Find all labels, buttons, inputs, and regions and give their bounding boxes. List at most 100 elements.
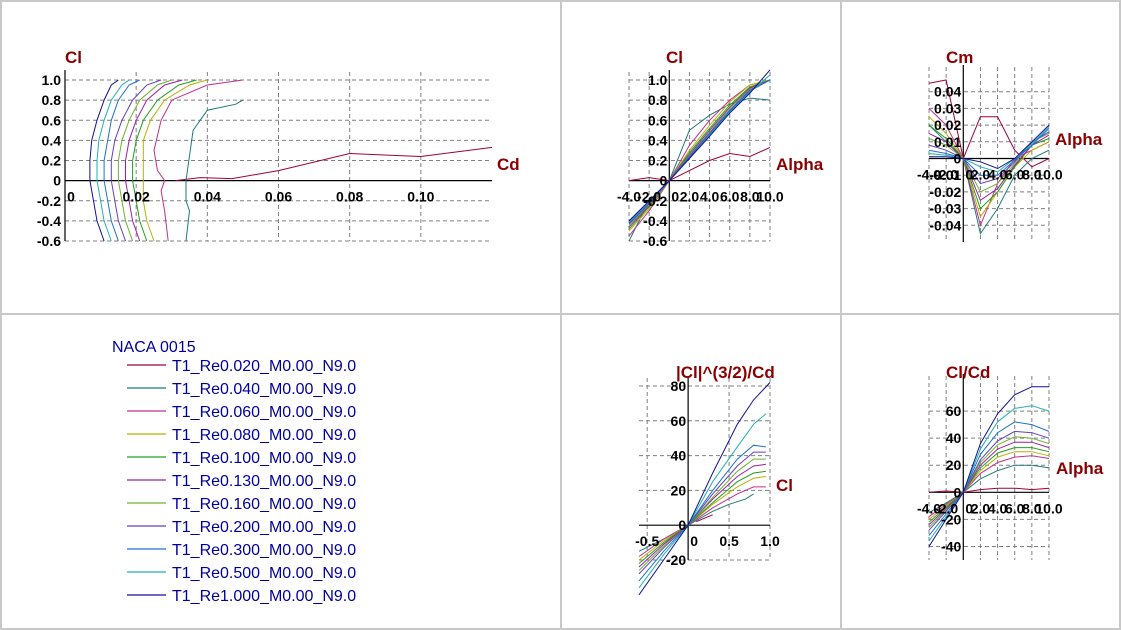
x-tick-label: -2.0 bbox=[934, 500, 958, 516]
y-tick-label: 20 bbox=[946, 457, 962, 473]
y-tick-label: -0.02 bbox=[929, 184, 961, 200]
x-axis-title: Alpha bbox=[1055, 130, 1103, 149]
y-tick-label: -0.04 bbox=[929, 217, 961, 233]
y-tick-label: -20 bbox=[941, 511, 961, 527]
series-line bbox=[929, 124, 1050, 170]
chart-polar: 1.0 0.8 0.6 0.4 0.2 0 -0.2 -0.4 -0.6 0 0.02 0.04 0.0… bbox=[37, 48, 520, 249]
y-tick-label: 80 bbox=[671, 378, 687, 394]
series-line bbox=[142, 79, 208, 242]
x-tick-label: -4.0 bbox=[917, 500, 941, 516]
legend-entry: T1_Re0.300_M0.00_N9.0 bbox=[172, 542, 356, 559]
y-tick-label: -0.03 bbox=[929, 201, 961, 217]
y-tick-label: 0.8 bbox=[648, 92, 668, 108]
y-tick-label: 0.6 bbox=[42, 112, 62, 128]
y-tick-label: 60 bbox=[946, 403, 962, 419]
pane-glide bbox=[840, 313, 1121, 630]
x-axis-title: Alpha bbox=[1056, 459, 1104, 478]
y-tick-label: -40 bbox=[941, 538, 961, 554]
series-line bbox=[638, 413, 767, 589]
legend-entry: T1_Re0.040_M0.00_N9.0 bbox=[172, 381, 356, 398]
series-line bbox=[628, 79, 771, 224]
series-line bbox=[928, 455, 1050, 518]
series-line bbox=[928, 451, 1050, 520]
series-line bbox=[628, 79, 771, 230]
series-line bbox=[928, 132, 1050, 202]
x-tick-label: 0.04 bbox=[194, 189, 221, 205]
x-axis-title: Alpha bbox=[776, 155, 824, 174]
series-line bbox=[638, 476, 766, 561]
chart-cl_alpha: 1.00.80.60.40.20-0.2-0.4-0.6-4.0-2.0 0 2.0… bbox=[617, 48, 824, 249]
series-line bbox=[928, 128, 1050, 176]
series-line bbox=[928, 436, 1050, 528]
series-line bbox=[928, 386, 1049, 547]
series-line bbox=[638, 470, 766, 564]
y-tick-label: 0.02 bbox=[934, 117, 961, 133]
x-tick-label: 0.08 bbox=[336, 189, 363, 205]
legend-entry: T1_Re0.500_M0.00_N9.0 bbox=[172, 565, 356, 582]
series-line bbox=[628, 79, 771, 226]
grid bbox=[928, 67, 1050, 242]
series-line bbox=[928, 464, 1050, 514]
x-tick-label: -2.0 bbox=[637, 189, 661, 205]
series-line bbox=[638, 458, 766, 571]
y-tick-label: 0.2 bbox=[648, 153, 668, 169]
x-tick-label: 6.0 bbox=[720, 189, 740, 205]
series-line bbox=[132, 79, 197, 242]
x-tick-label: 2.0 bbox=[971, 500, 991, 516]
series-line bbox=[185, 99, 244, 242]
y-tick-label: 0.4 bbox=[42, 132, 62, 148]
y-tick-label: 20 bbox=[671, 482, 687, 498]
y-axis-title: Cl/Cd bbox=[946, 363, 990, 382]
x-axis-title: Cl bbox=[776, 476, 793, 495]
series-line bbox=[103, 79, 140, 242]
series-line bbox=[117, 79, 172, 242]
y-tick-label: -0.4 bbox=[37, 213, 61, 229]
series-line bbox=[928, 116, 1050, 219]
y-tick-label: 60 bbox=[671, 413, 687, 429]
y-tick-label: -0.4 bbox=[643, 213, 667, 229]
y-tick-label: 0.2 bbox=[42, 153, 62, 169]
legend-entry: T1_Re0.130_M0.00_N9.0 bbox=[172, 473, 356, 490]
y-tick-label: -0.2 bbox=[37, 193, 61, 209]
x-axis-title: Cd bbox=[497, 155, 520, 174]
series-line bbox=[928, 430, 1050, 531]
y-tick-label: -0.6 bbox=[37, 233, 61, 249]
y-axis-title: Cl bbox=[65, 48, 82, 67]
legend-entry: T1_Re0.160_M0.00_N9.0 bbox=[172, 496, 356, 513]
y-tick-label: 1.0 bbox=[42, 72, 62, 88]
x-tick-label: 10.0 bbox=[1035, 500, 1062, 516]
x-tick-label: 0 bbox=[671, 189, 679, 205]
x-tick-label: 4.0 bbox=[700, 189, 720, 205]
y-tick-label: 0.04 bbox=[934, 84, 961, 100]
legend-title: NACA 0015 bbox=[112, 339, 196, 356]
series-line bbox=[928, 441, 1050, 526]
series-line bbox=[638, 486, 766, 557]
y-tick-label: 40 bbox=[946, 430, 962, 446]
series-line bbox=[628, 69, 771, 222]
series-line bbox=[628, 79, 771, 232]
legend-entry: T1_Re0.060_M0.00_N9.0 bbox=[172, 404, 356, 421]
series-line bbox=[89, 79, 119, 242]
x-tick-label: 8.0 bbox=[740, 189, 760, 205]
x-tick-label: -0.5 bbox=[635, 533, 659, 549]
x-tick-label: 1.0 bbox=[760, 533, 780, 549]
legend-entry: T1_Re0.020_M0.00_N9.0 bbox=[172, 358, 356, 375]
series-line bbox=[928, 126, 1050, 173]
series-line bbox=[696, 514, 713, 523]
series-line bbox=[928, 405, 1050, 542]
chart-cm_alpha: 0.040.030.020.010-0.01-0.02-0.03-0.04-4.… bbox=[917, 48, 1103, 242]
x-tick-label: 4.0 bbox=[988, 500, 1008, 516]
y-tick-label: 0 bbox=[953, 151, 961, 167]
y-tick-label: -0.6 bbox=[643, 233, 667, 249]
x-tick-label: 10.0 bbox=[1035, 167, 1062, 183]
series-line bbox=[638, 451, 766, 575]
y-tick-label: 0 bbox=[659, 173, 667, 189]
y-tick-label: 0.03 bbox=[934, 100, 961, 116]
series-line bbox=[628, 79, 771, 228]
x-tick-label: 0 bbox=[67, 189, 75, 205]
series-line bbox=[638, 463, 766, 568]
y-tick-label: 0.4 bbox=[648, 132, 668, 148]
x-tick-label: 4.0 bbox=[988, 167, 1008, 183]
pane-polar bbox=[0, 0, 562, 315]
